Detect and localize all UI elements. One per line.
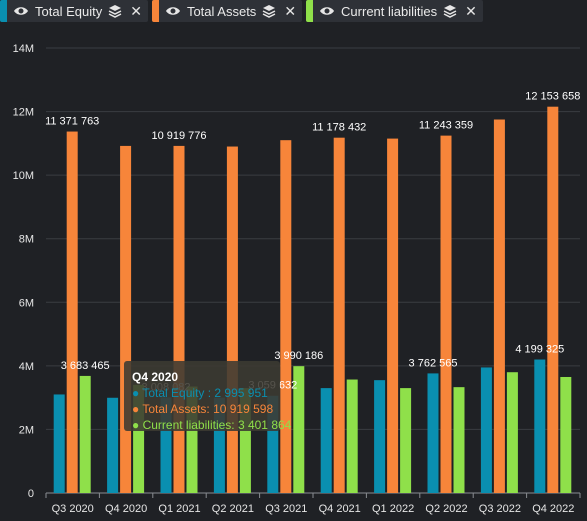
y-tick-label: 2M bbox=[19, 424, 34, 436]
bar-total-equity bbox=[374, 380, 386, 493]
bar-current-liabilities bbox=[239, 388, 251, 493]
y-tick-label: 14M bbox=[13, 43, 34, 55]
x-tick-label: Q4 2021 bbox=[319, 503, 361, 515]
bar-total-equity bbox=[267, 395, 279, 493]
legend-chip-current-liabilities[interactable]: Current liabilities ✕ bbox=[306, 0, 483, 22]
bar-total-assets bbox=[120, 145, 132, 493]
bar-current-liabilities bbox=[133, 384, 145, 493]
series-color-swatch bbox=[306, 0, 314, 22]
x-tick-label: Q3 2022 bbox=[479, 503, 521, 515]
x-tick-label: Q1 2022 bbox=[372, 503, 414, 515]
data-label: 10 919 776 bbox=[151, 130, 206, 142]
legend-label: Total Equity bbox=[35, 3, 103, 19]
bar-current-liabilities bbox=[186, 386, 198, 493]
bar-total-assets bbox=[493, 119, 505, 494]
data-label: 11 243 359 bbox=[419, 120, 473, 132]
close-icon[interactable]: ✕ bbox=[130, 3, 142, 19]
bar-current-liabilities bbox=[79, 375, 91, 493]
bar-total-assets bbox=[173, 145, 185, 494]
bar-current-liabilities bbox=[400, 388, 412, 493]
layers-icon[interactable] bbox=[108, 4, 122, 18]
y-tick-label: 12M bbox=[13, 107, 34, 119]
legend-chip-total-assets[interactable]: Total Assets ✕ bbox=[151, 0, 303, 22]
bar-total-assets bbox=[280, 140, 292, 493]
bar-total-assets bbox=[387, 138, 399, 493]
x-tick-label: Q3 2021 bbox=[265, 503, 307, 515]
bar-total-equity bbox=[427, 373, 439, 493]
close-icon[interactable]: ✕ bbox=[465, 3, 477, 19]
tooltip-row-total-assets: ● Total Assets: 10 919 598 bbox=[132, 402, 274, 416]
bar-total-equity bbox=[53, 394, 65, 493]
data-label: 11 371 763 bbox=[45, 116, 99, 128]
eye-icon[interactable] bbox=[13, 5, 29, 17]
data-label: 12 153 658 bbox=[525, 91, 580, 103]
bar-total-assets bbox=[547, 106, 559, 493]
bar-current-liabilities bbox=[560, 376, 572, 493]
legend-label: Current liabilities bbox=[341, 3, 438, 19]
data-label: 3 990 186 bbox=[274, 350, 323, 362]
legend: Total Equity ✕ Total Assets ✕ Current li… bbox=[0, 0, 483, 22]
bar-current-liabilities bbox=[453, 387, 465, 493]
y-tick-label: 10M bbox=[13, 170, 34, 182]
layers-icon[interactable] bbox=[443, 4, 457, 18]
bar-total-equity bbox=[320, 388, 332, 493]
bar-total-assets bbox=[66, 131, 78, 493]
tooltip-row-current-liabilities: ● Current liabilities: 3 401 864 bbox=[132, 418, 292, 432]
data-label: 3 683 465 bbox=[61, 360, 110, 372]
x-tick-label: Q4 2020 bbox=[105, 503, 147, 515]
close-icon[interactable]: ✕ bbox=[284, 3, 297, 19]
y-tick-label: 6M bbox=[19, 297, 34, 309]
bar-total-equity bbox=[534, 359, 546, 493]
x-tick-label: Q1 2021 bbox=[158, 503, 200, 515]
bar-total-equity bbox=[480, 367, 492, 493]
bar-current-liabilities bbox=[293, 366, 305, 493]
x-tick-label: Q2 2021 bbox=[212, 503, 254, 515]
tooltip-row-total-equity: ● Total Equity : 2 995 951 bbox=[132, 386, 268, 400]
bar-current-liabilities bbox=[506, 372, 518, 493]
bar-total-assets bbox=[226, 146, 238, 494]
x-tick-label: Q2 2022 bbox=[425, 503, 467, 515]
data-label: 4 199 325 bbox=[515, 344, 564, 356]
bar-total-equity bbox=[107, 397, 119, 493]
layers-icon[interactable] bbox=[262, 4, 276, 18]
y-tick-label: 0 bbox=[28, 488, 34, 500]
bar-current-liabilities bbox=[346, 379, 358, 493]
bar-total-equity bbox=[213, 397, 225, 493]
bar-total-equity bbox=[160, 397, 172, 493]
tooltip-title: Q4 2020 bbox=[132, 370, 179, 384]
data-label: 3 762 565 bbox=[409, 357, 458, 369]
series-color-swatch bbox=[0, 0, 7, 22]
x-tick-label: Q3 2020 bbox=[52, 503, 94, 515]
y-tick-label: 4M bbox=[19, 361, 34, 373]
data-label: 11 178 432 bbox=[312, 122, 366, 134]
bar-total-assets bbox=[440, 135, 452, 493]
legend-chip-total-equity[interactable]: Total Equity ✕ bbox=[0, 0, 148, 22]
eye-icon[interactable] bbox=[165, 5, 181, 17]
eye-icon[interactable] bbox=[319, 5, 335, 17]
bar-total-assets bbox=[333, 137, 345, 493]
legend-label: Total Assets bbox=[186, 3, 257, 19]
x-tick-label: Q4 2022 bbox=[532, 503, 574, 515]
y-tick-label: 8M bbox=[19, 234, 34, 246]
series-color-swatch bbox=[151, 0, 159, 22]
tooltip: Q4 2020 ● Total Equity : 2 995 951 ● Tot… bbox=[124, 361, 292, 432]
